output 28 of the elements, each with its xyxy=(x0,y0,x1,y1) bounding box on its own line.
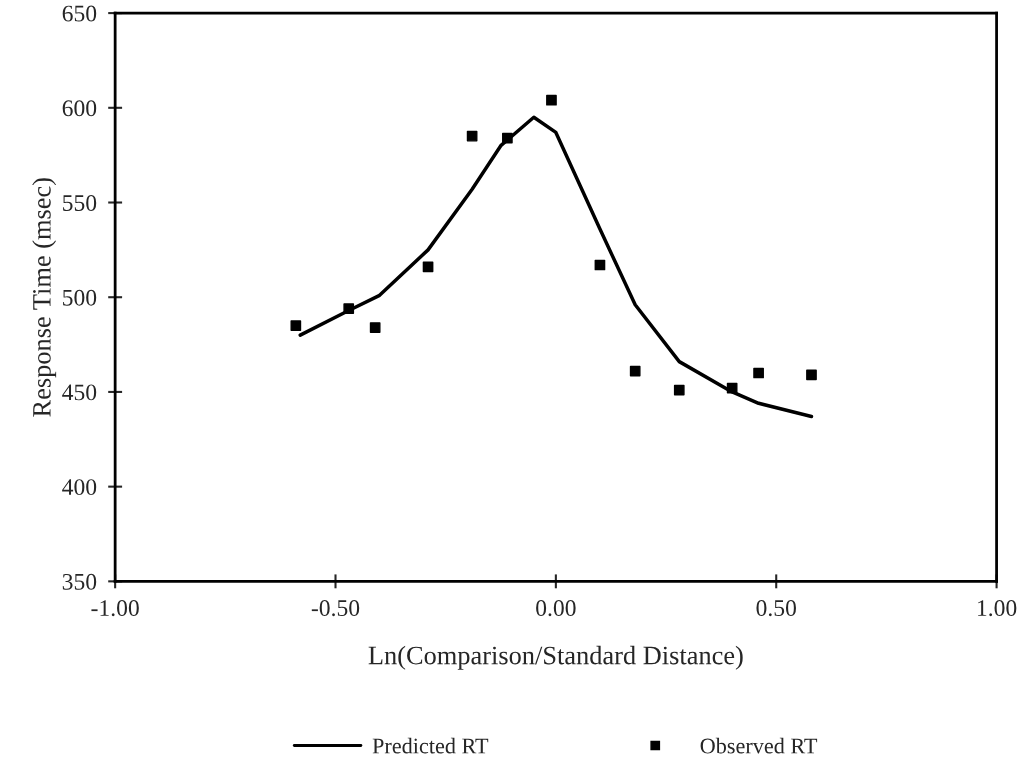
point xyxy=(502,132,513,144)
x-tick-label: 0.50 xyxy=(756,600,796,617)
point xyxy=(290,320,302,331)
point xyxy=(806,369,817,381)
y-axis-title: Response Time (msec) xyxy=(32,178,57,417)
legend-label: Observed RT xyxy=(700,737,818,754)
y-tick-label: 550 xyxy=(63,195,97,211)
y-tick-label: 650 xyxy=(62,5,97,22)
x-tick-label: 1.00 xyxy=(978,600,1017,617)
y-tick-label: 500 xyxy=(63,289,97,306)
x-tick-label: -0.50 xyxy=(311,600,360,617)
x-axis-title: Ln(Comparison/Standard Distance) xyxy=(368,645,743,670)
y-tick-label: 600 xyxy=(62,100,97,117)
point xyxy=(343,303,355,314)
point xyxy=(629,365,641,377)
point xyxy=(466,130,478,142)
y-tick-label: 400 xyxy=(62,479,97,496)
legend-label: Predicted RT xyxy=(372,737,489,754)
x-tick-label: -1.00 xyxy=(91,600,139,617)
y-tick-label: 350 xyxy=(62,573,97,590)
point xyxy=(546,94,557,106)
line-series xyxy=(298,115,814,419)
point xyxy=(753,367,764,379)
x-tick-label: 0.00 xyxy=(536,600,576,617)
point xyxy=(369,322,381,333)
point xyxy=(726,382,738,394)
y-tick-label: 450 xyxy=(62,384,97,401)
point xyxy=(673,384,685,396)
